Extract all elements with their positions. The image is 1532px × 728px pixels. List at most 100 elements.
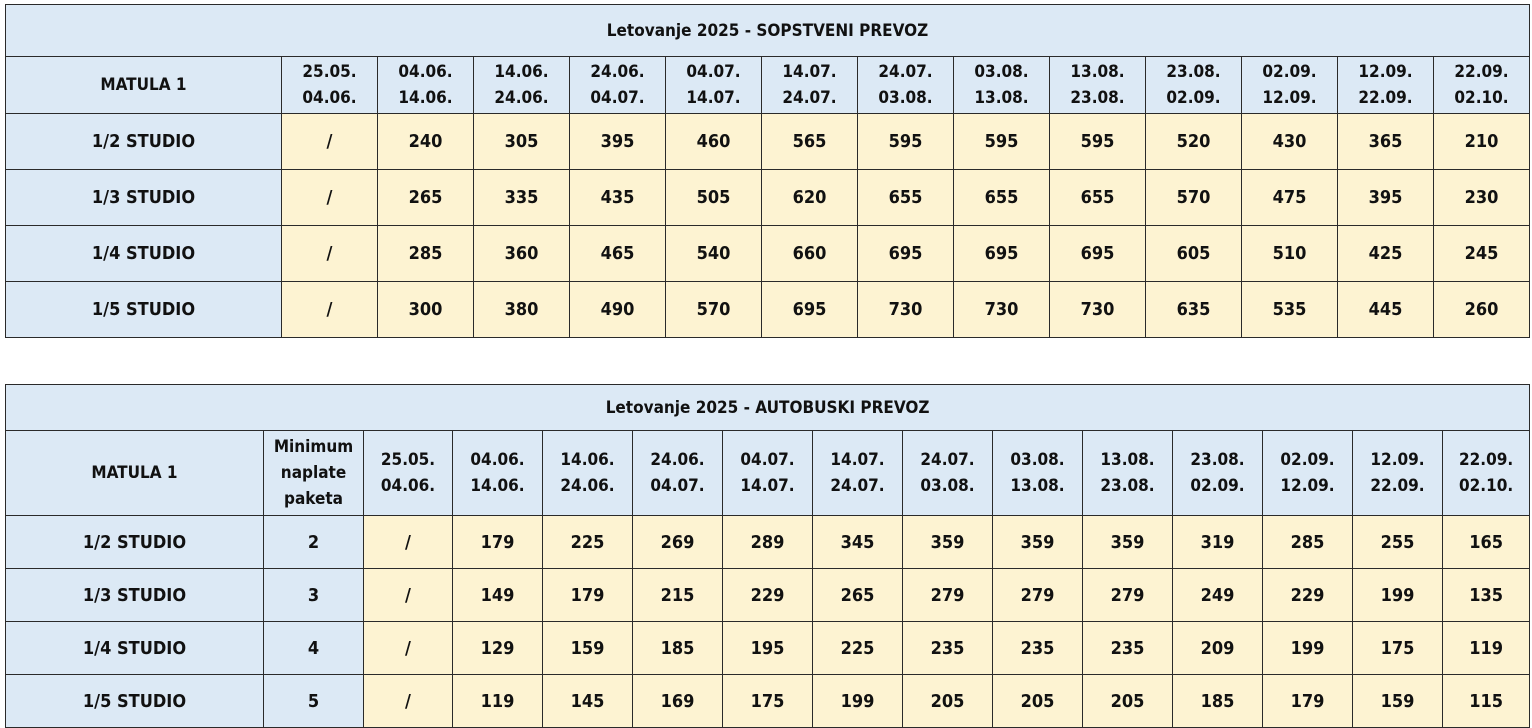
price-cell: 215 [632,568,723,622]
price-cell: 319 [1172,515,1263,569]
room-type-label: 1/3 STUDIO [5,568,264,622]
price-table-bus-transport: Letovanje 2025 - AUTOBUSKI PREVOZ MATULA… [4,384,1531,728]
price-cell: 249 [1172,568,1263,622]
price-cell: / [363,568,453,622]
period-start: 04.06. [470,450,525,470]
price-cell: 210 [1432,113,1531,170]
price-cell: 185 [632,621,723,675]
price-cell: 159 [1352,674,1443,728]
price-cell: 149 [452,568,543,622]
period-header: 03.08. 13.08. [992,430,1083,516]
period-end: 02.09. [1166,88,1221,108]
period-end: 12.09. [1262,88,1317,108]
price-cell: 260 [1432,281,1531,338]
period-start: 22.09. [1459,450,1514,470]
price-cell: 179 [542,568,633,622]
period-header: 25.05. 04.06. [363,430,453,516]
price-cell: 635 [1145,281,1242,338]
period-header: 14.06. 24.06. [542,430,633,516]
price-cell: 245 [1432,225,1531,282]
period-header: 03.08. 13.08. [953,56,1050,114]
period-header: 04.06. 14.06. [377,56,474,114]
table-row: 1/2 STUDIO/240 305 395 460 565 595 595 595 520 43… [5,113,1531,170]
price-cell: 235 [902,621,993,675]
price-cell: / [281,281,378,338]
price-cell: 255 [1352,515,1443,569]
period-end: 23.08. [1100,476,1155,496]
period-start: 02.09. [1280,450,1335,470]
price-cell: 225 [542,515,633,569]
period-header: 14.07. 24.07. [761,56,858,114]
period-header: 24.06. 04.07. [569,56,666,114]
price-cell: 179 [452,515,543,569]
period-start: 25.05. [302,62,357,82]
price-cell: 199 [1352,568,1443,622]
price-cell: 300 [377,281,474,338]
period-end: 03.08. [920,476,975,496]
price-cell: 595 [857,113,954,170]
price-cell: 119 [452,674,543,728]
period-start: 04.06. [398,62,453,82]
price-cell: 205 [992,674,1083,728]
room-type-label: 1/4 STUDIO [5,225,282,282]
price-cell: 695 [1049,225,1146,282]
price-cell: 595 [1049,113,1146,170]
minimum-packages-cell: 5 [263,674,364,728]
room-type-label: 1/5 STUDIO [5,281,282,338]
price-cell: 655 [1049,169,1146,226]
period-start: 24.06. [650,450,705,470]
period-end: 04.06. [380,476,436,496]
period-start: 12.09. [1358,62,1413,82]
room-type-label: 1/4 STUDIO [5,621,264,675]
period-start: 24.07. [878,62,933,82]
period-end: 12.09. [1280,476,1335,496]
price-cell: 695 [953,225,1050,282]
price-cell: 605 [1145,225,1242,282]
period-start: 24.06. [590,62,645,82]
period-header: 23.08. 02.09. [1145,56,1242,114]
period-end: 13.08. [1010,476,1065,496]
period-end: 04.07. [650,476,705,496]
corner-label: MATULA 1 [5,56,282,114]
price-cell: / [363,621,453,675]
price-cell: 235 [992,621,1083,675]
price-cell: 620 [761,169,858,226]
room-type-label: 1/3 STUDIO [5,169,282,226]
price-cell: 565 [761,113,858,170]
price-cell: 595 [953,113,1050,170]
period-start: 22.09. [1454,62,1509,82]
period-header: 24.07. 03.08. [857,56,954,114]
period-end: 02.10. [1459,476,1514,496]
price-cell: 430 [1241,113,1338,170]
period-end: 03.08. [878,88,933,108]
period-start: 23.08. [1166,62,1221,82]
price-cell: 199 [1262,621,1353,675]
price-cell: 465 [569,225,666,282]
table-title: Letovanje 2025 - AUTOBUSKI PREVOZ [4,384,1531,431]
price-cell: 535 [1241,281,1338,338]
price-cell: 445 [1337,281,1434,338]
period-start: 14.07. [830,450,885,470]
period-end: 14.07. [686,88,741,108]
price-cell: 289 [722,515,813,569]
price-cell: / [363,674,453,728]
price-cell: 730 [857,281,954,338]
price-cell: 345 [812,515,903,569]
price-cell: 730 [1049,281,1146,338]
price-cell: 359 [1082,515,1173,569]
min-header-line: paketa [284,489,343,509]
period-header: 22.09. 02.10. [1441,430,1531,516]
price-cell: 655 [857,169,954,226]
period-end: 14.06. [470,476,525,496]
room-type-label: 1/2 STUDIO [5,515,264,569]
price-cell: 205 [1082,674,1173,728]
period-end: 04.06. [302,88,357,108]
period-header: 12.09. 22.09. [1337,56,1434,114]
period-start: 03.08. [974,62,1029,82]
price-cell: 460 [665,113,762,170]
table-row: 1/3 STUDIO/265 335 435 505 620 655 655 655 570 47… [5,169,1531,226]
price-cell: 269 [632,515,723,569]
price-cell: 279 [1082,568,1173,622]
period-header: 23.08. 02.09. [1172,430,1263,516]
period-end: 22.09. [1358,88,1413,108]
